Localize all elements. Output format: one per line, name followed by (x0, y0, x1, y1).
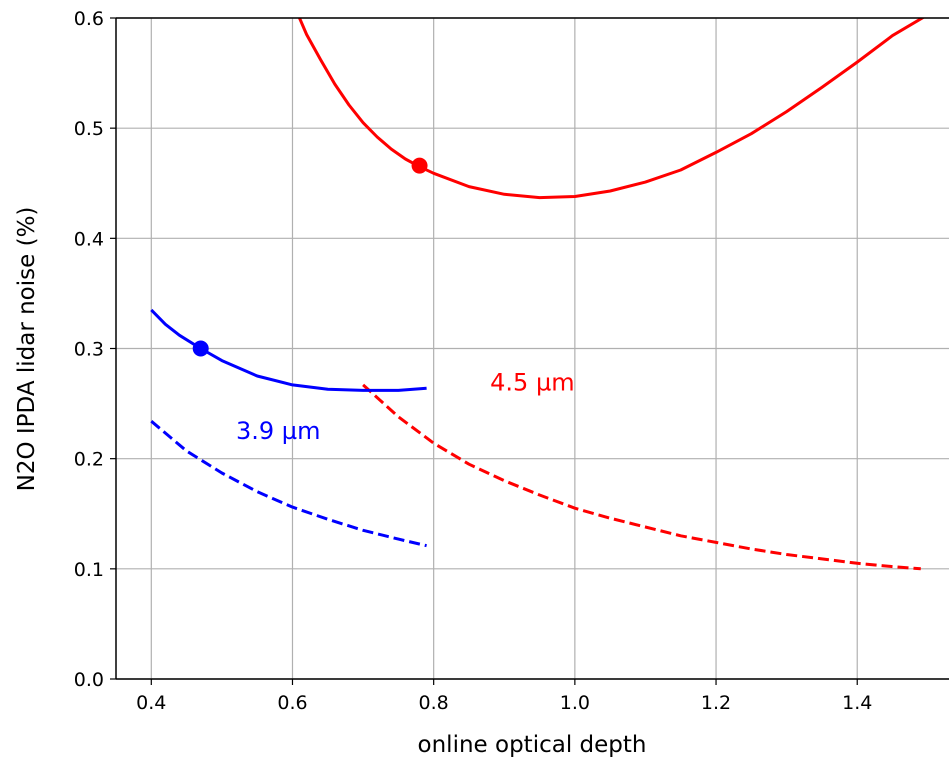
x-tick-label: 0.8 (419, 692, 449, 714)
x-tick-label: 1.4 (842, 692, 872, 714)
y-tick-label: 0.6 (74, 8, 104, 30)
series-line-0 (298, 18, 926, 200)
series-line-3 (150, 420, 427, 548)
x-tick-label: 0.4 (136, 692, 166, 714)
y-axis-ticks: 0.0 0.1 0.2 0.3 0.4 0.5 0.6 (74, 8, 116, 691)
series-line-1 (362, 383, 921, 571)
y-tick-label: 0.5 (74, 118, 104, 140)
x-axis-ticks: 0.4 0.6 0.8 1.0 1.2 1.4 (136, 679, 872, 714)
x-axis-title: online optical depth (418, 732, 647, 758)
data-point-marker-1 (192, 340, 209, 357)
y-axis-title: N2O IPDA lidar noise (%) (14, 207, 40, 492)
series-layer (150, 18, 926, 571)
y-tick-label: 0.2 (74, 449, 104, 471)
marker-layer (192, 157, 428, 357)
series-line-2 (150, 308, 427, 392)
data-point-marker-0 (411, 157, 428, 174)
x-tick-label: 1.2 (701, 692, 731, 714)
y-tick-label: 0.0 (74, 669, 104, 691)
series-annotation-1: 3.9 µm (236, 417, 320, 445)
x-tick-label: 1.0 (560, 692, 590, 714)
series-annotation-0: 4.5 µm (490, 368, 574, 396)
y-tick-label: 0.3 (74, 339, 104, 361)
y-tick-label: 0.4 (74, 228, 104, 250)
y-tick-label: 0.1 (74, 559, 104, 581)
x-tick-label: 0.6 (277, 692, 307, 714)
annotation-layer: 4.5 µm 3.9 µm (236, 368, 575, 444)
